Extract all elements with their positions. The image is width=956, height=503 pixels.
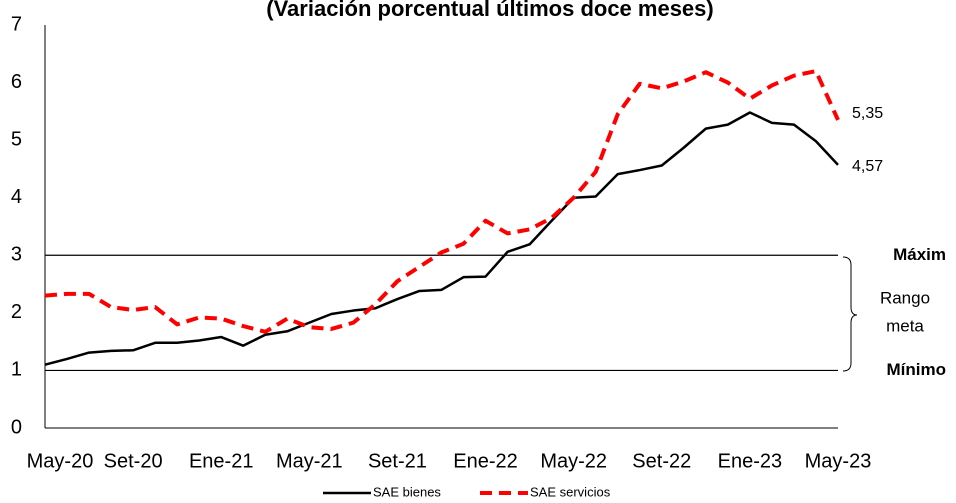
x-tick-label: Ene-21: [189, 450, 254, 472]
x-tick-label: Set-22: [632, 450, 691, 472]
y-tick-label: 2: [11, 301, 22, 323]
range-label: meta: [886, 316, 924, 335]
reference-label: Máxim: [893, 245, 946, 264]
x-tick-label: Ene-22: [453, 450, 518, 472]
range-label: Rango: [880, 288, 930, 307]
x-tick-label: May-22: [540, 450, 607, 472]
legend-label: SAE bienes: [373, 484, 441, 499]
y-tick-label: 3: [11, 244, 22, 266]
x-tick-label: May-20: [27, 450, 94, 472]
y-tick-label: 6: [11, 71, 22, 93]
y-tick-label: 5: [11, 128, 22, 150]
range-brace: [842, 256, 858, 372]
y-tick-label: 4: [11, 186, 22, 208]
series-line: [44, 69, 840, 334]
y-tick-label: 1: [11, 359, 22, 381]
x-tick-label: Ene-23: [718, 450, 783, 472]
x-tick-label: Set-21: [368, 450, 427, 472]
x-tick-label: May-23: [805, 450, 872, 472]
chart-title: (Variación porcentual últimos doce meses…: [266, 0, 713, 21]
reference-label: Mínimo: [887, 360, 947, 379]
series-line: [44, 111, 839, 366]
x-tick-label: May-21: [276, 450, 343, 472]
legend-label: SAE servicios: [530, 484, 611, 499]
y-tick-label: 7: [11, 13, 22, 35]
data-label: 4,57: [852, 158, 883, 175]
y-tick-label: 0: [11, 416, 22, 438]
data-label: 5,35: [852, 105, 883, 122]
x-tick-label: Set-20: [104, 450, 163, 472]
